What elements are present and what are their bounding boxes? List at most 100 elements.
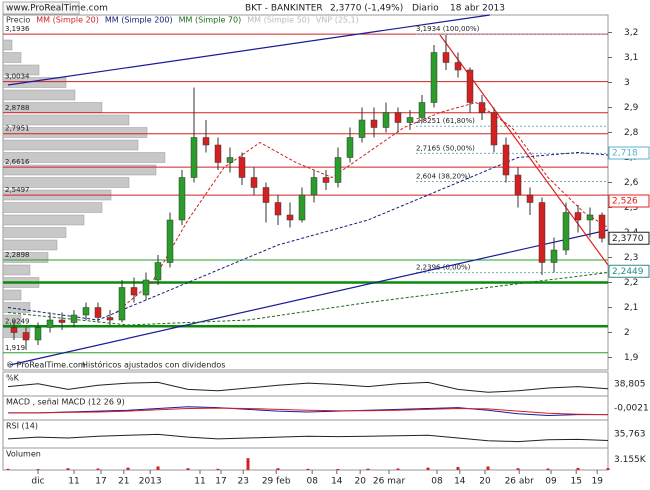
x-tick-label: 26 mar [373, 477, 406, 487]
logo-box [2, 1, 80, 15]
candle-body [238, 157, 246, 178]
candle-body [490, 112, 498, 146]
volume-bar [336, 468, 340, 470]
candle-body [274, 202, 282, 216]
volume-profile-bar [2, 227, 67, 238]
y-tick-label: 3,1 [624, 53, 638, 63]
candle-body [394, 112, 402, 123]
candle-body [586, 214, 594, 221]
x-tick-label: 29 feb [262, 477, 291, 487]
volume-bar [66, 468, 70, 470]
candle-body [418, 102, 426, 118]
price-tag-box [608, 264, 650, 278]
price-tag: 2,3770 [612, 234, 644, 244]
fibonacci-label: 2,604 (38,20%) [416, 173, 471, 181]
candle-body [502, 144, 510, 176]
price-tag-box [608, 231, 650, 245]
panel-title: Volumen [6, 450, 41, 459]
candle-body [166, 219, 174, 263]
candle-body [22, 332, 30, 341]
candle-body [10, 327, 18, 333]
volume-bar [36, 469, 40, 470]
x-tick-label: 11 [68, 477, 79, 487]
candle-body [562, 212, 570, 251]
x-tick-label: 08 [431, 477, 443, 487]
panel-title: MACD , señal MACD (12 26 9) [6, 398, 125, 407]
x-tick-label: 11 [194, 477, 205, 487]
volume-profile-bar [2, 89, 76, 101]
volume-profile-bar [2, 264, 31, 276]
y-tick-label: 2,8 [624, 128, 639, 138]
volume-bar [486, 466, 490, 470]
candle-body [526, 194, 534, 203]
candle-body [118, 287, 126, 321]
y-tick-label: 2,9 [624, 103, 639, 113]
volume-bar [516, 468, 520, 470]
volume-bar [396, 468, 400, 470]
panel-title: RSI (14) [6, 422, 38, 431]
candle-body [58, 319, 66, 323]
candle-body [538, 202, 546, 263]
candle-body [598, 214, 606, 239]
candle-body [454, 62, 462, 71]
price-tag-box [608, 146, 650, 160]
legend-entry: MM (Simple 70) [179, 16, 242, 25]
candle-body [70, 314, 78, 323]
candle-body [130, 287, 138, 296]
volume-profile-bar [2, 152, 166, 163]
candle-body [142, 279, 150, 296]
candle-body [178, 177, 186, 221]
volume-bar [276, 468, 280, 470]
candle-body [46, 319, 54, 328]
ticker: BKT - BANKINTER [245, 4, 323, 14]
candle-body [262, 187, 270, 203]
x-tick-label: 21 [118, 477, 129, 487]
candle-body [214, 144, 222, 163]
candle-body [190, 137, 198, 178]
panel-value: 35,763 [614, 430, 646, 440]
y-tick-label: 2,1 [624, 303, 638, 313]
level-label: 3,1936 [5, 25, 30, 33]
candle-body [82, 307, 90, 316]
candle-body [94, 307, 102, 318]
x-tick-label: 17 [95, 477, 106, 487]
price-tag-box [608, 194, 650, 208]
volume-profile-bar [2, 177, 130, 188]
volume-bar [186, 468, 190, 470]
candle-body [322, 177, 330, 183]
volume-profile-bar [2, 39, 13, 51]
x-tick-label: 2013 [139, 477, 162, 487]
volume-profile-bar [2, 252, 49, 263]
panel-value: 3.155K [614, 455, 647, 465]
volume-bar [6, 468, 10, 470]
volume-bar [456, 467, 460, 470]
candle-body [106, 317, 114, 321]
candle-body [298, 194, 306, 221]
volume-profile-bar [2, 64, 40, 76]
volume-bar [306, 468, 310, 470]
period: Diario [412, 4, 439, 14]
candle-body [370, 119, 378, 128]
volume-bar [246, 458, 250, 470]
panel-title: %K [6, 374, 20, 383]
moving-average [7, 272, 609, 326]
candle-body [286, 214, 294, 221]
candle-body [250, 177, 258, 188]
legend-entry: VNP (25,1) [316, 16, 359, 25]
volume-profile-bar [2, 289, 22, 301]
volume-bar [576, 467, 580, 470]
candle-body [406, 117, 414, 123]
candle-body [382, 112, 390, 128]
volume-profile-bar [2, 52, 22, 63]
candle-body [202, 137, 210, 146]
footer-note: Históricos ajustados con dividendos [82, 360, 225, 370]
indicator-line [7, 381, 609, 393]
moving-average [7, 151, 609, 321]
x-tick-label: 14 [331, 477, 343, 487]
level-label: 2,2898 [5, 251, 30, 259]
panel-value: -0,0021 [614, 404, 649, 414]
volume-bar [96, 468, 100, 470]
volume-bar [366, 468, 370, 470]
candle-body [550, 249, 558, 263]
